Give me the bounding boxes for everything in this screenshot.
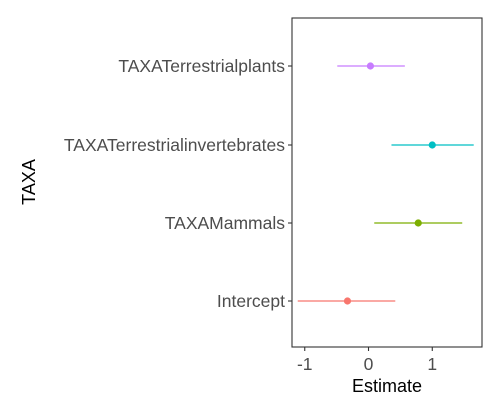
x-axis: -1 0 1	[297, 347, 437, 374]
plot-panel	[291, 17, 483, 348]
x-axis-title: Estimate	[352, 376, 422, 396]
chart-marks	[297, 62, 474, 305]
y-axis-title: TAXA	[19, 159, 39, 205]
y-tick-label-1: TAXATerrestrialinvertebrates	[64, 135, 285, 155]
estimate-point-3	[343, 297, 352, 305]
x-tick-label-2: 1	[427, 354, 437, 374]
x-tick-label-0: -1	[297, 354, 313, 374]
y-tick-label-3: Intercept	[217, 291, 285, 311]
estimate-point-1	[428, 141, 436, 149]
y-tick-label-0: TAXATerrestrialplants	[118, 56, 285, 76]
x-tick-label-1: 0	[364, 354, 374, 374]
estimate-point-0	[366, 62, 375, 70]
y-axis: TAXATerrestrialplants TAXATerrestrialinve…	[64, 56, 292, 311]
estimate-point-2	[414, 219, 422, 227]
y-tick-label-2: TAXAMammals	[165, 213, 285, 233]
